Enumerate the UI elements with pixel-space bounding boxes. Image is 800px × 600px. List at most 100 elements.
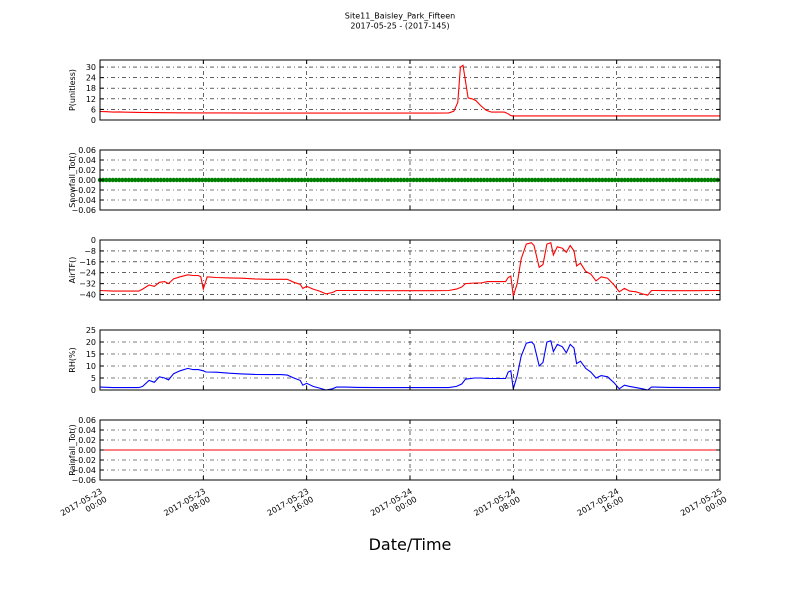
y-tick-label: 20 bbox=[86, 338, 96, 347]
x-axis-label: Date/Time bbox=[369, 535, 452, 554]
y-tick-label: −8 bbox=[84, 247, 96, 256]
series-marker bbox=[568, 177, 573, 183]
series-marker bbox=[126, 177, 131, 183]
series-marker bbox=[389, 177, 394, 183]
series-marker bbox=[689, 177, 695, 183]
series-marker bbox=[616, 177, 621, 183]
series-marker bbox=[152, 177, 157, 183]
series-marker bbox=[405, 177, 410, 183]
series-marker bbox=[213, 177, 218, 183]
series-marker bbox=[654, 177, 659, 183]
series-marker bbox=[113, 177, 119, 183]
series-marker bbox=[325, 177, 330, 183]
series-marker bbox=[309, 177, 314, 183]
series-marker bbox=[513, 177, 519, 183]
series-marker bbox=[670, 177, 675, 183]
y-tick-label: 0.02 bbox=[78, 166, 96, 175]
series-marker bbox=[574, 177, 579, 183]
y-tick-label: 15 bbox=[86, 350, 96, 359]
series-marker bbox=[203, 177, 208, 183]
series-marker bbox=[136, 177, 141, 183]
series-marker bbox=[587, 177, 592, 183]
series-marker bbox=[421, 177, 426, 183]
series-marker bbox=[321, 177, 327, 183]
series-marker bbox=[293, 177, 298, 183]
y-axis-label: P(unitless) bbox=[68, 69, 77, 111]
series-marker bbox=[459, 177, 464, 183]
y-tick-label: −32 bbox=[79, 280, 96, 289]
series-marker bbox=[245, 177, 250, 183]
y-tick-label: 0 bbox=[91, 236, 96, 245]
series-marker bbox=[648, 177, 653, 183]
y-tick-label: 0.00 bbox=[78, 176, 96, 185]
series-marker bbox=[142, 177, 147, 183]
series-marker bbox=[661, 177, 666, 183]
series-marker bbox=[680, 177, 685, 183]
series-marker bbox=[699, 177, 704, 183]
series-marker bbox=[184, 177, 189, 183]
series-marker bbox=[478, 177, 483, 183]
series-marker bbox=[229, 177, 234, 183]
subplot-4: 0 5 10 15 20 25 RH(%) bbox=[68, 326, 721, 395]
series-marker bbox=[411, 177, 416, 183]
subplots: 0612182430P(unitless)−0.06−0.04−0.020.00… bbox=[68, 59, 721, 485]
series-marker bbox=[360, 177, 365, 183]
series-marker bbox=[280, 177, 285, 183]
series-marker bbox=[248, 177, 253, 183]
series-marker bbox=[174, 177, 179, 183]
y-tick-label: 5 bbox=[91, 374, 96, 383]
series-marker bbox=[485, 177, 490, 183]
series-marker bbox=[683, 177, 688, 183]
series-marker bbox=[433, 177, 439, 183]
series-marker bbox=[353, 177, 359, 183]
series-marker bbox=[200, 177, 205, 183]
series-marker bbox=[382, 177, 387, 183]
series-marker bbox=[408, 177, 413, 183]
series-marker bbox=[197, 177, 202, 183]
y-tick-label: 0.06 bbox=[78, 146, 96, 155]
series-marker bbox=[657, 177, 663, 183]
series-marker bbox=[677, 177, 682, 183]
series-marker bbox=[289, 177, 295, 183]
series-marker bbox=[529, 177, 535, 183]
series-marker bbox=[181, 177, 186, 183]
series-marker bbox=[456, 177, 461, 183]
y-axis-label: Rainfall_Tot() bbox=[68, 424, 77, 476]
series-marker bbox=[267, 177, 272, 183]
series-marker bbox=[427, 177, 432, 183]
series-marker bbox=[507, 177, 512, 183]
y-tick-label: 0.04 bbox=[78, 156, 96, 165]
y-tick-label: 0 bbox=[91, 116, 96, 125]
y-tick-label: 0.06 bbox=[78, 416, 96, 425]
series-marker bbox=[318, 177, 323, 183]
series-marker bbox=[462, 177, 467, 183]
series-marker bbox=[193, 177, 199, 183]
series-marker bbox=[709, 177, 714, 183]
chart-title-line1: Site11_Baisley_Park_Fifteen bbox=[345, 12, 455, 21]
series-marker bbox=[209, 177, 215, 183]
series-marker bbox=[651, 177, 656, 183]
y-tick-label: 24 bbox=[86, 74, 96, 83]
series-marker bbox=[565, 177, 570, 183]
series-marker bbox=[520, 177, 525, 183]
series-marker bbox=[177, 177, 183, 183]
series-marker bbox=[424, 177, 429, 183]
series-marker bbox=[539, 177, 544, 183]
series-marker bbox=[571, 177, 576, 183]
series-marker bbox=[366, 177, 371, 183]
series-marker bbox=[606, 177, 611, 183]
series-marker bbox=[635, 177, 640, 183]
series-marker bbox=[341, 177, 346, 183]
series-marker bbox=[609, 177, 615, 183]
series-marker bbox=[510, 177, 515, 183]
series-marker bbox=[302, 177, 307, 183]
series-marker bbox=[392, 177, 397, 183]
series-marker bbox=[453, 177, 458, 183]
series-marker bbox=[545, 177, 551, 183]
series-marker bbox=[261, 177, 266, 183]
series-marker bbox=[667, 177, 672, 183]
series-marker bbox=[139, 177, 144, 183]
series-marker bbox=[305, 177, 311, 183]
series-marker bbox=[219, 177, 224, 183]
series-marker bbox=[533, 177, 538, 183]
